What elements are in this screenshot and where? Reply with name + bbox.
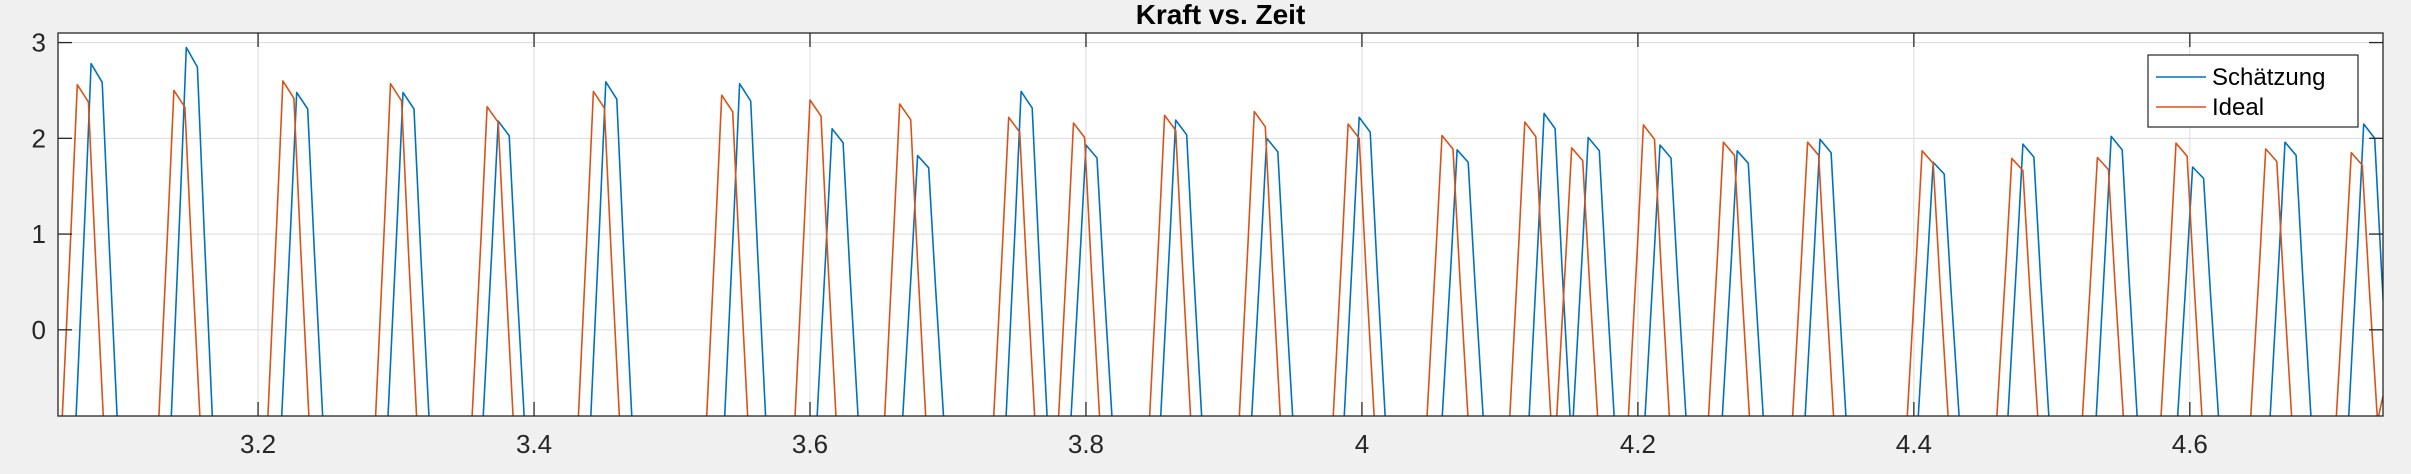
series-layer (61, 46, 2383, 416)
series-line-1 (61, 80, 2383, 416)
series-line-0 (75, 46, 2383, 416)
x-tick-label: 3.6 (792, 429, 828, 459)
y-tick-label: 3 (32, 28, 46, 58)
plot-area (58, 33, 2383, 416)
y-tick-label: 1 (32, 219, 46, 249)
x-tick-label: 4.4 (1896, 429, 1932, 459)
legend-label: Ideal (2212, 94, 2264, 121)
x-tick-label: 4.2 (1620, 429, 1656, 459)
chart-title: Kraft vs. Zeit (1136, 0, 1306, 30)
y-tick-label: 2 (32, 123, 46, 153)
x-tick-label: 4.6 (2172, 429, 2208, 459)
x-tick-label: 4 (1355, 429, 1369, 459)
x-tick-label: 3.4 (516, 429, 552, 459)
y-tick-label: 0 (32, 315, 46, 345)
plot-border (57, 32, 2384, 417)
x-tick-label: 3.8 (1068, 429, 1104, 459)
axis-layer: 3.2 3.4 3.6 3.8 4 4.2 4.4 4.6 0 1 2 3 (32, 28, 2383, 459)
legend[interactable]: Schätzung Ideal (2147, 54, 2359, 128)
legend-label: Schätzung (2212, 64, 2325, 91)
legend-box (2147, 54, 2359, 128)
x-tick-label: 3.2 (240, 429, 276, 459)
